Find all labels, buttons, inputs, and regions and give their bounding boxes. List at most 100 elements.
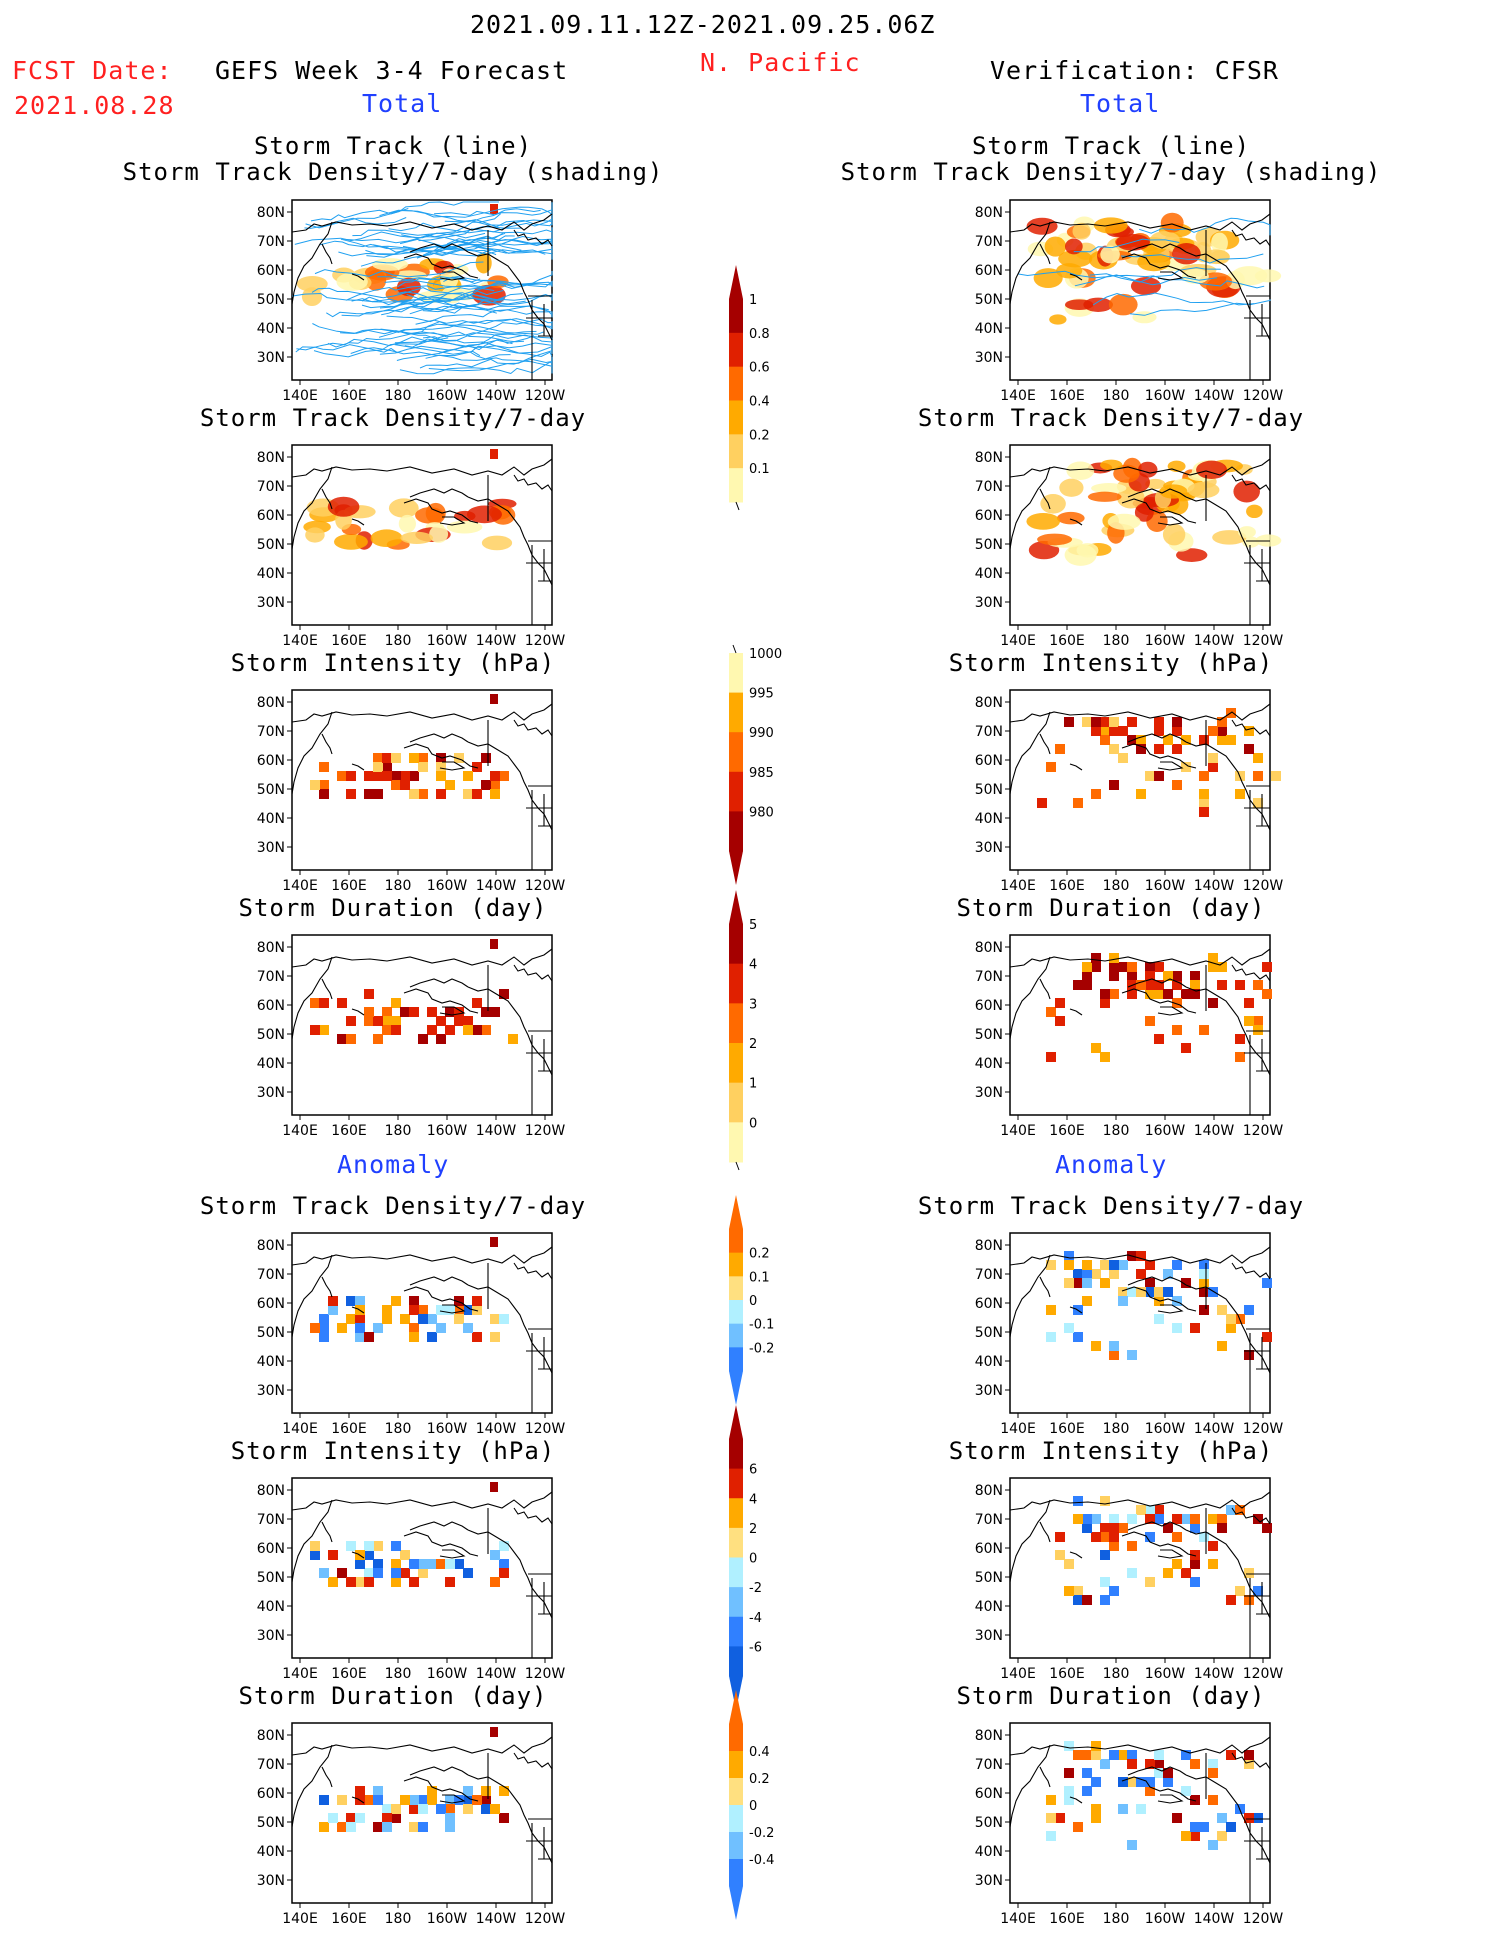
coastline xyxy=(439,1794,466,1804)
storm-track-line xyxy=(415,318,553,330)
coastline xyxy=(1121,1776,1197,1802)
grid-cell xyxy=(1172,717,1182,727)
coastline xyxy=(513,229,553,247)
density-blob xyxy=(296,275,328,292)
lat-tick-label: 30N xyxy=(975,1383,1003,1399)
grid-cell xyxy=(382,1822,392,1832)
colorbar-anom-intensity: 6 4 2 0 -2 -4 -6 xyxy=(725,1405,805,1714)
grid-cell xyxy=(382,1314,392,1324)
coastline xyxy=(1185,1529,1271,1619)
lon-tick-label: 160W xyxy=(1145,633,1186,649)
grid-cell xyxy=(382,762,392,772)
grid-cell xyxy=(373,1795,383,1805)
grid-cell xyxy=(1208,962,1218,972)
colorbar-label: 0.4 xyxy=(749,395,770,410)
grid-cell xyxy=(1181,735,1191,745)
lat-tick-label: 50N xyxy=(975,537,1003,553)
grid-cell xyxy=(400,1795,410,1805)
storm-track-line xyxy=(1139,217,1271,236)
right-anom-intensity-title: Storm Intensity (hPa) xyxy=(948,1437,1274,1465)
grid-cell xyxy=(1217,735,1227,745)
density-blob xyxy=(398,514,416,533)
grid-cell xyxy=(454,1314,464,1324)
grid-cell xyxy=(1262,1332,1272,1342)
colorbar-label: 3 xyxy=(749,997,757,1012)
grid-cell xyxy=(346,1016,356,1026)
storm-track-line xyxy=(350,347,481,357)
grid-cell xyxy=(1154,962,1164,972)
lon-tick-label: 140W xyxy=(476,1666,517,1682)
density-blob xyxy=(1162,523,1186,546)
grid-cell xyxy=(1118,1750,1128,1760)
colorbar-anom-density: 0.2 0.1 0 -0.1 -0.2 xyxy=(725,1195,805,1409)
lon-tick-label: 120W xyxy=(525,1123,566,1139)
lon-tick-label: 180 xyxy=(1103,878,1130,894)
storm-track-line xyxy=(327,321,537,348)
grid-cell xyxy=(1100,1278,1110,1288)
colorbar-segment xyxy=(729,1859,743,1887)
grid-cell xyxy=(1172,1532,1182,1542)
lat-tick-label: 40N xyxy=(257,1056,285,1072)
grid-cell xyxy=(382,771,392,781)
grid-cell xyxy=(1145,980,1155,990)
right-density-title: Storm Track Density/7-day xyxy=(917,404,1305,432)
grid-cell xyxy=(355,1786,365,1796)
grid-cell xyxy=(472,1795,482,1805)
grid-cell xyxy=(1055,1550,1065,1560)
grid-cell xyxy=(472,1025,482,1035)
grid-cell xyxy=(1154,1768,1164,1778)
coastline xyxy=(291,948,553,968)
grid-cell xyxy=(499,1541,509,1551)
colorbar-arrow xyxy=(729,1690,743,1724)
coastline xyxy=(1157,1549,1184,1559)
coastline xyxy=(1009,1736,1271,1756)
grid-cell xyxy=(346,1813,356,1823)
grid-cell xyxy=(1064,1323,1074,1333)
grid-cell xyxy=(418,1305,428,1315)
density-blob xyxy=(1187,481,1220,499)
grid-cell xyxy=(1145,989,1155,999)
coastline xyxy=(403,1531,479,1557)
lat-tick-label: 60N xyxy=(257,508,285,524)
grid-cell xyxy=(1154,744,1164,754)
density-blob xyxy=(415,507,445,524)
coastline xyxy=(351,518,365,526)
grid-cell xyxy=(1145,1287,1155,1297)
density-blob xyxy=(1026,512,1060,530)
coastline xyxy=(1009,221,1051,305)
lat-tick-label: 40N xyxy=(257,1844,285,1860)
grid-cell xyxy=(1046,1795,1056,1805)
grid-cell xyxy=(1100,717,1110,727)
lon-tick-label: 180 xyxy=(385,1421,412,1437)
grid-cell xyxy=(1199,1822,1209,1832)
grid-cell xyxy=(1253,1025,1263,1035)
grid-cell xyxy=(1172,1813,1182,1823)
coastline xyxy=(1121,253,1197,279)
coastline xyxy=(291,703,553,723)
lat-tick-label: 40N xyxy=(257,321,285,337)
grid-cell xyxy=(445,1305,455,1315)
lon-tick-label: 160E xyxy=(1049,1666,1085,1682)
colorbar-label: 0 xyxy=(749,1294,757,1309)
grid-cell xyxy=(445,780,455,790)
grid-cell xyxy=(490,1332,500,1342)
grid-cell xyxy=(490,1577,500,1587)
lat-tick-label: 30N xyxy=(257,1383,285,1399)
grid-cell xyxy=(355,1323,365,1333)
grid-cell xyxy=(481,1786,491,1796)
lon-tick-label: 120W xyxy=(1243,1666,1284,1682)
grid-cell xyxy=(1190,1831,1200,1841)
density-blob xyxy=(1065,238,1083,255)
coastline xyxy=(291,458,553,478)
grid-cell xyxy=(391,1016,401,1026)
coastline xyxy=(291,1744,333,1828)
coastline xyxy=(291,1499,333,1583)
grid-cell xyxy=(310,1541,320,1551)
grid-cell xyxy=(436,789,446,799)
grid-cell xyxy=(364,1577,374,1587)
grid-cell xyxy=(1091,1514,1101,1524)
grid-cell xyxy=(337,998,347,1008)
grid-cell xyxy=(1199,1260,1209,1270)
grid-cell xyxy=(1109,780,1119,790)
colorbar-duration: 5 4 3 2 1 0 xyxy=(725,890,805,1174)
